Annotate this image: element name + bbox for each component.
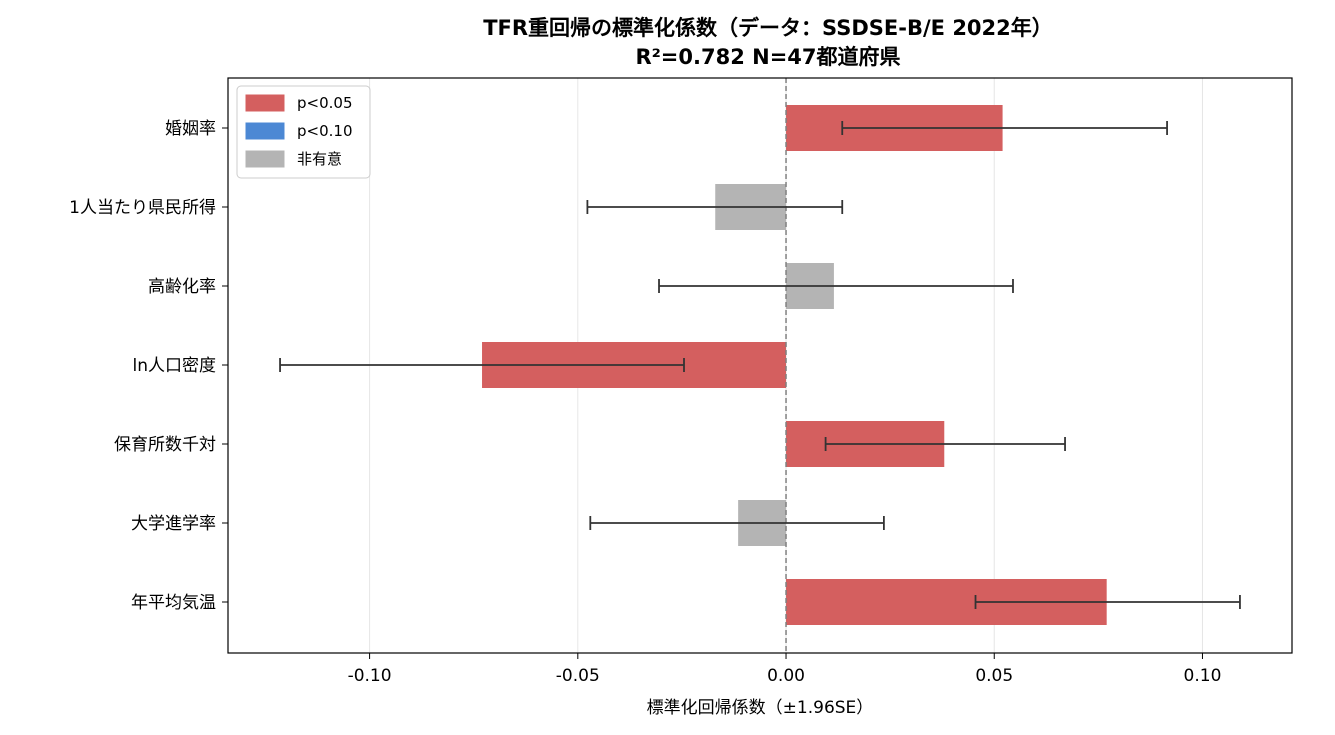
y-tick-label: 保育所数千対: [114, 435, 216, 455]
y-tick-label: 大学進学率: [131, 514, 216, 534]
legend-label: 非有意: [297, 150, 342, 168]
y-tick-label: 婚姻率: [165, 119, 216, 139]
x-tick-label: -0.10: [348, 666, 392, 686]
x-tick-label: -0.05: [556, 666, 600, 686]
chart-title: TFR重回帰の標準化係数（データ：SSDSE-B/E 2022年）: [483, 16, 1053, 40]
y-tick-label: 1人当たり県民所得: [69, 198, 216, 218]
legend-label: p<0.10: [297, 122, 353, 140]
chart-subtitle: R²=0.782 N=47都道府県: [635, 45, 900, 69]
x-tick-label: 0.00: [767, 666, 805, 686]
error-bars: [279, 121, 1241, 609]
legend-swatch: [245, 94, 285, 112]
x-tick-label: 0.05: [975, 666, 1013, 686]
legend-swatch: [245, 150, 285, 168]
legend: p<0.05 p<0.10 非有意: [236, 85, 371, 179]
y-tick-label: 年平均気温: [131, 593, 216, 613]
y-tick-label: ln人口密度: [133, 356, 217, 376]
x-ticks: -0.10 -0.05 0.00 0.05 0.10: [348, 653, 1222, 686]
x-axis-label: 標準化回帰係数（±1.96SE）: [647, 698, 874, 718]
legend-swatch: [245, 122, 285, 140]
legend-label: p<0.05: [297, 94, 353, 112]
x-tick-label: 0.10: [1184, 666, 1222, 686]
y-tick-label: 高齢化率: [148, 277, 216, 297]
